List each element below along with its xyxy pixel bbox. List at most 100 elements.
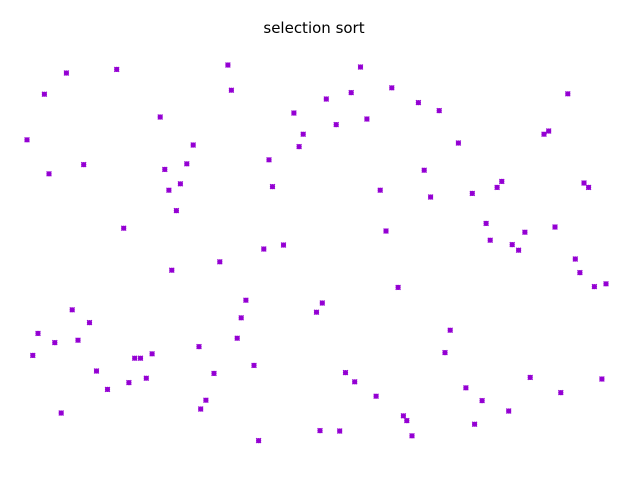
data-point — [216, 258, 223, 265]
data-point — [75, 337, 81, 344]
data-point — [166, 187, 172, 194]
data-point — [383, 228, 389, 234]
data-point — [463, 384, 469, 391]
data-point — [427, 194, 434, 200]
data-point — [41, 91, 48, 98]
data-point — [190, 142, 197, 148]
data-point — [564, 90, 571, 97]
data-point — [300, 131, 307, 138]
chart-title: selection sort — [263, 19, 364, 37]
data-point — [269, 183, 276, 190]
data-point — [400, 412, 407, 419]
data-point — [436, 107, 443, 114]
data-point — [333, 121, 340, 128]
data-point — [168, 267, 175, 274]
data-point — [351, 378, 358, 385]
data-point — [317, 427, 323, 434]
data-point — [471, 421, 478, 428]
data-point — [494, 184, 500, 191]
data-point — [469, 190, 476, 197]
data-point — [24, 136, 30, 143]
data-point — [585, 184, 592, 191]
data-point — [527, 374, 534, 381]
data-point — [225, 62, 231, 68]
data-point — [86, 319, 93, 326]
data-point — [581, 180, 587, 186]
data-point — [323, 96, 330, 102]
data-point — [255, 437, 262, 444]
data-point — [173, 207, 180, 214]
data-point — [238, 314, 245, 321]
data-point — [157, 114, 164, 120]
data-point — [177, 180, 184, 187]
data-point — [291, 110, 297, 116]
data-point — [455, 140, 462, 146]
data-point — [131, 355, 138, 362]
data-point — [403, 417, 410, 424]
data-point — [29, 352, 36, 359]
data-point — [260, 246, 267, 252]
data-point — [357, 64, 364, 70]
data-point — [58, 410, 65, 416]
data-point — [93, 368, 100, 374]
data-point — [161, 166, 168, 173]
data-point — [319, 300, 326, 306]
data-point — [479, 397, 485, 404]
data-point — [336, 428, 343, 434]
data-point — [395, 284, 401, 291]
data-point — [509, 241, 516, 248]
data-point — [545, 128, 552, 134]
data-point — [541, 131, 547, 138]
data-point — [46, 170, 52, 177]
data-point — [203, 397, 209, 404]
data-point — [522, 229, 528, 236]
data-point — [35, 330, 41, 337]
data-point — [409, 432, 415, 439]
data-point — [243, 297, 249, 304]
data-point — [113, 66, 120, 73]
data-point — [415, 99, 422, 106]
data-point — [577, 269, 583, 276]
data-point — [183, 160, 190, 167]
data-point — [442, 349, 448, 356]
data-point — [69, 306, 76, 313]
data-point — [149, 350, 155, 357]
data-point — [143, 375, 150, 382]
data-point — [234, 335, 241, 342]
data-point — [599, 376, 605, 382]
data-point — [483, 220, 489, 227]
data-point — [603, 280, 609, 287]
data-point — [591, 283, 598, 290]
data-point — [313, 309, 320, 316]
data-point — [251, 362, 257, 369]
data-point — [211, 370, 217, 377]
data-points — [24, 62, 609, 444]
data-point — [296, 143, 302, 150]
data-point — [104, 386, 111, 393]
data-point — [80, 161, 87, 168]
data-point — [421, 167, 428, 174]
data-point — [487, 237, 494, 244]
data-point — [505, 408, 512, 414]
data-point — [498, 178, 505, 185]
data-point — [126, 379, 132, 386]
data-point — [120, 225, 127, 232]
data-point — [515, 247, 522, 254]
data-point — [197, 406, 204, 412]
data-point — [552, 224, 558, 230]
data-point — [572, 256, 579, 262]
data-point — [373, 393, 379, 400]
data-point — [280, 242, 287, 248]
data-point — [137, 355, 144, 362]
data-point — [228, 87, 235, 94]
data-point — [196, 343, 202, 350]
data-point — [388, 84, 395, 91]
data-point — [557, 389, 564, 396]
data-point — [364, 116, 370, 122]
data-point — [266, 156, 272, 163]
data-point — [377, 187, 384, 194]
data-point — [348, 89, 355, 96]
data-point — [342, 369, 349, 376]
data-point — [51, 339, 58, 346]
